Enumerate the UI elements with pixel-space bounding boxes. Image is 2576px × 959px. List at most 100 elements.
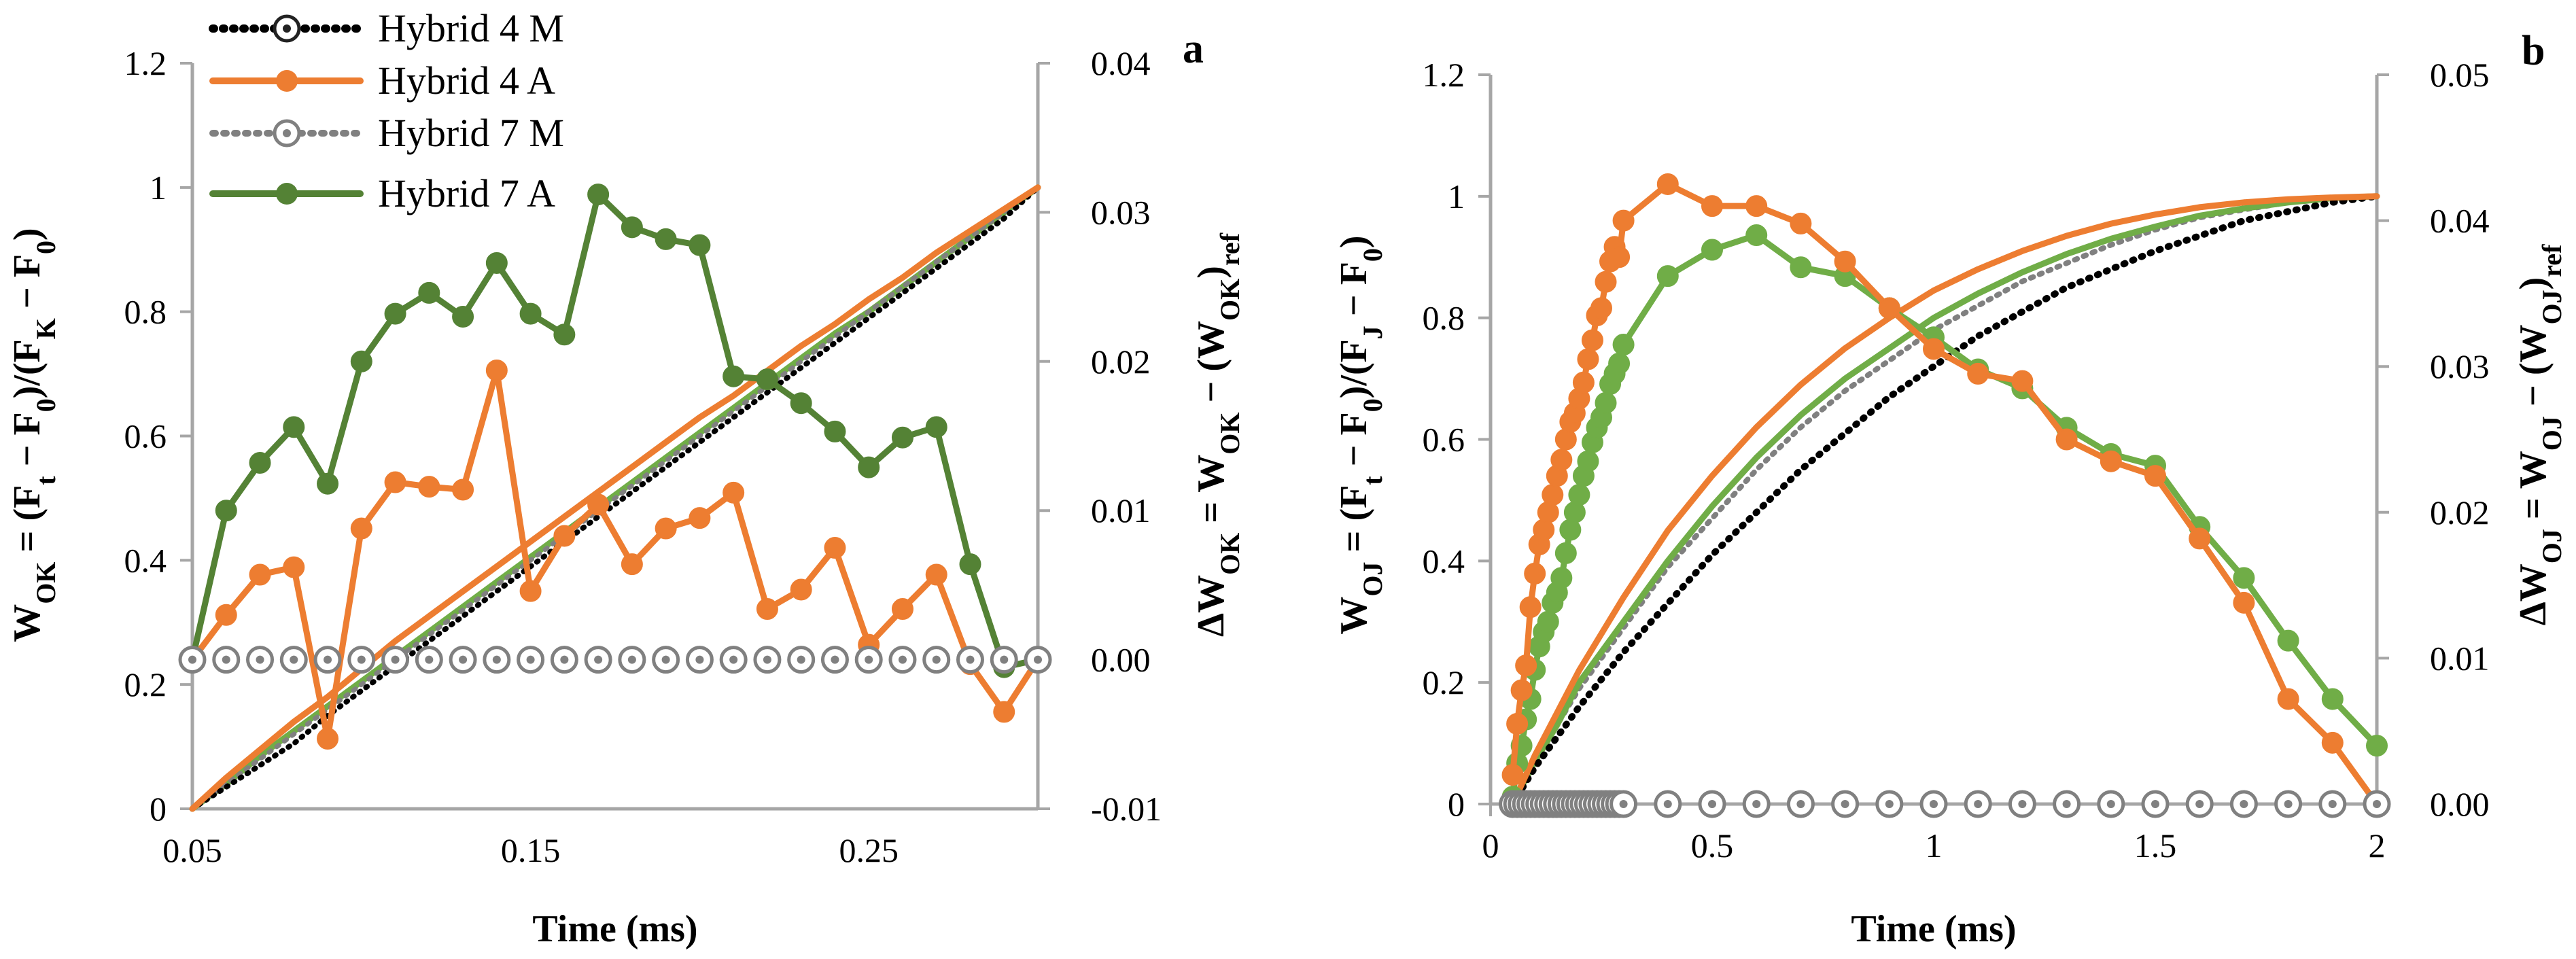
marker-delta-hybrid-m-center [2240,800,2248,808]
marker-delta-hybrid-7-m-center [932,655,941,664]
marker-delta-hybrid-7-a [1608,352,1631,374]
marker-delta-hybrid-4-a [1834,250,1856,273]
marker-delta-hybrid-4-a [1656,173,1679,195]
y-tick-label-right: 0.02 [2430,493,2490,531]
marker-delta-hybrid-7-a [1595,391,1617,414]
panel-b-chart: 0 0.2 0.4 0.6 0.8 1 1.2 0.00 0.01 0.02 0.03 0.04 0.0… [1333,28,2567,950]
y-axis-title-right-part: ΔW [1190,575,1232,637]
marker-delta-hybrid-7-m-center [256,655,264,664]
marker-delta-hybrid-4-a [317,727,339,750]
marker-delta-hybrid-4-a [925,563,947,586]
panel-label-a: a [1183,26,1204,72]
marker-delta-hybrid-7-a [452,305,474,328]
y-tick-label-right: 0.03 [2430,347,2490,385]
x-tick-label: 0.25 [839,831,899,869]
marker-delta-hybrid-7-a [283,416,305,438]
legend-marker [276,70,298,92]
marker-delta-hybrid-4-a [1524,562,1546,585]
marker-delta-hybrid-4-a [1612,209,1635,232]
marker-delta-hybrid-7-a [1577,450,1599,472]
y-axis-title-left-part: 0 [31,398,61,412]
marker-delta-hybrid-7-a [790,392,812,415]
panel-label-b: b [2522,28,2545,74]
marker-delta-hybrid-m-center [2018,800,2027,808]
marker-delta-hybrid-4-a [418,476,440,498]
marker-delta-hybrid-4-a [2189,527,2211,550]
y-tick-label-right: -0.01 [1091,790,1162,828]
legend-label: Hybrid 4 A [378,58,555,103]
marker-delta-hybrid-7-a [2277,629,2299,652]
y-tick-label-left: 0.4 [124,541,167,579]
panel-a-chart: 0 0.2 0.4 0.6 0.8 1 1.2 -0.01 0.00 0.01 0.02 0.03 0.… [6,26,1245,950]
marker-delta-hybrid-7-m-center [459,655,468,664]
marker-delta-hybrid-4-a [553,525,576,547]
y-axis-title-left-part: t [1357,476,1388,485]
marker-delta-hybrid-7-m-center [357,655,366,664]
y-tick-label-left: 0.6 [124,417,167,455]
y-tick-label-left: 0.8 [1423,299,1465,337]
y-axis-title-right-part: OK [1215,279,1245,321]
marker-delta-hybrid-4-a [249,563,271,586]
y-axis-title-right-part: = W [2512,451,2554,529]
marker-delta-hybrid-7-a [2321,688,2344,710]
y-axis-title-right-part: OJ [2537,290,2567,324]
marker-delta-hybrid-m-center [1619,800,1628,808]
marker-delta-hybrid-7-m-center [324,655,332,664]
marker-delta-hybrid-4-a [824,537,846,559]
y-axis-title-left-part: J [1357,326,1388,339]
y-tick-label-left: 1.2 [124,44,167,82]
y-axis-title-left-part: − F [1333,412,1375,476]
marker-delta-hybrid-4-a [2321,731,2344,754]
marker-delta-hybrid-4-a [2233,591,2255,614]
marker-delta-hybrid-7-a [485,251,508,274]
marker-delta-hybrid-7-a [317,472,339,495]
legend-label: Hybrid 4 M [378,6,564,50]
marker-delta-hybrid-m-center [1930,800,1938,808]
y-axis-title-right-part: ΔW [2512,563,2554,625]
series-delta-hybrid-7-a [1510,232,2380,800]
marker-delta-hybrid-7-a [1745,224,1768,247]
marker-delta-hybrid-7-m-center [729,655,738,664]
marker-delta-hybrid-7-a [350,350,372,372]
marker-delta-hybrid-m-center [2328,800,2337,808]
marker-delta-hybrid-7-m-center [1000,655,1009,664]
legend-marker [276,183,298,205]
marker-delta-hybrid-m-center [2284,800,2293,808]
y-axis-title-left-part: OJ [1357,561,1388,596]
y-axis-title-left-part: 0 [1357,398,1388,412]
marker-delta-hybrid-m-center [1885,800,1894,808]
y-axis-title-left-part: − F [6,254,48,318]
marker-delta-hybrid-4-a [215,604,237,626]
marker-delta-hybrid-4-a [1581,329,1603,351]
marker-delta-hybrid-7-m-center [594,655,603,664]
marker-delta-hybrid-7-m-center [492,655,501,664]
marker-delta-hybrid-m-center [1796,800,1805,808]
marker-delta-hybrid-m-center [1752,800,1761,808]
marker-delta-hybrid-4-a [1572,371,1595,394]
y-tick-label-left: 0.6 [1423,421,1465,459]
y-axis-title-left-part: )/(F [6,339,48,398]
legend-marker-center [283,129,291,137]
marker-delta-hybrid-4-a [621,553,643,576]
marker-delta-hybrid-4-a [2011,370,2034,392]
marker-delta-hybrid-4-a [1542,484,1564,506]
marker-delta-hybrid-m-center [1708,800,1716,808]
y-axis-title-right-part: OJ [2537,416,2567,451]
y-axis-title-right-part: − (W [2512,325,2554,417]
marker-delta-hybrid-7-a [519,302,542,325]
x-tick-label: 2 [2369,826,2386,865]
marker-delta-hybrid-4-a [1790,212,1812,234]
marker-delta-hybrid-7-a [891,426,913,449]
y-tick-label-left: 1 [150,169,167,207]
marker-delta-hybrid-7-m-center [695,655,704,664]
marker-delta-hybrid-m-center [1974,800,1983,808]
marker-delta-hybrid-4-a [655,517,677,540]
y-axis-title-left-part: = (F [6,485,48,562]
y-axis-title-left-part: )/(F [1333,339,1375,398]
marker-delta-hybrid-7-a [723,365,745,387]
y-axis-title-right-part: OK [1215,413,1245,455]
marker-delta-hybrid-4-a [1923,338,1945,360]
marker-delta-hybrid-m-center [1841,800,1849,808]
marker-delta-hybrid-4-a [1878,297,1900,319]
marker-delta-hybrid-7-a [756,368,778,391]
